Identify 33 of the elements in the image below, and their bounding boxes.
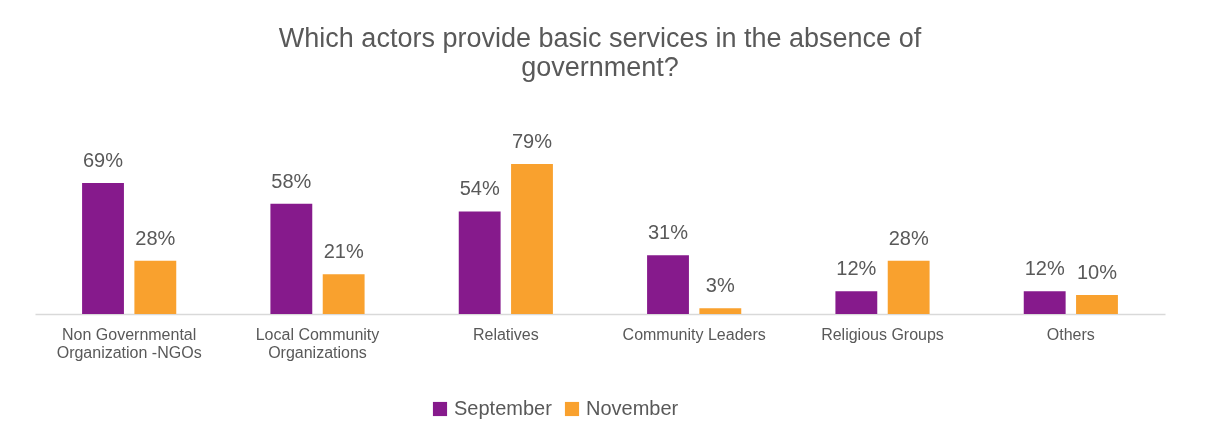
bar <box>887 260 930 314</box>
bar <box>511 164 553 314</box>
bar <box>270 203 313 314</box>
legend-label: September <box>454 397 553 419</box>
x-tick-label: Local Community Organizations <box>255 325 380 361</box>
bar <box>322 274 365 314</box>
bar <box>835 291 878 314</box>
bar <box>1023 291 1066 314</box>
x-tick-label: Others <box>1046 325 1095 343</box>
bar <box>647 255 689 314</box>
data-label: 3% <box>705 274 735 297</box>
bar <box>82 182 124 314</box>
data-label: 12% <box>1024 257 1065 280</box>
data-label: 28% <box>135 226 176 249</box>
data-label: 21% <box>323 240 364 263</box>
data-label: 12% <box>836 257 877 280</box>
data-label: 28% <box>888 226 929 249</box>
data-label: 79% <box>511 130 553 152</box>
data-label: 54% <box>459 177 500 200</box>
data-label: 69% <box>82 148 124 171</box>
legend-label: November <box>586 397 679 419</box>
bar <box>699 308 742 314</box>
bar <box>1076 295 1118 314</box>
x-tick-label: Relatives <box>472 325 539 343</box>
x-tick-label: Community Leaders <box>622 325 766 343</box>
x-tick-label: Religious Groups <box>821 325 944 343</box>
data-label: 58% <box>271 169 312 192</box>
data-label: 31% <box>647 221 689 244</box>
chart-title: Which actors provide basic services in the absence of government? <box>278 23 922 82</box>
data-label: 10% <box>1076 261 1118 284</box>
x-tick-label: Non Governmental Organization -NGOs <box>56 325 202 361</box>
bar <box>134 260 177 314</box>
bar <box>458 211 501 314</box>
